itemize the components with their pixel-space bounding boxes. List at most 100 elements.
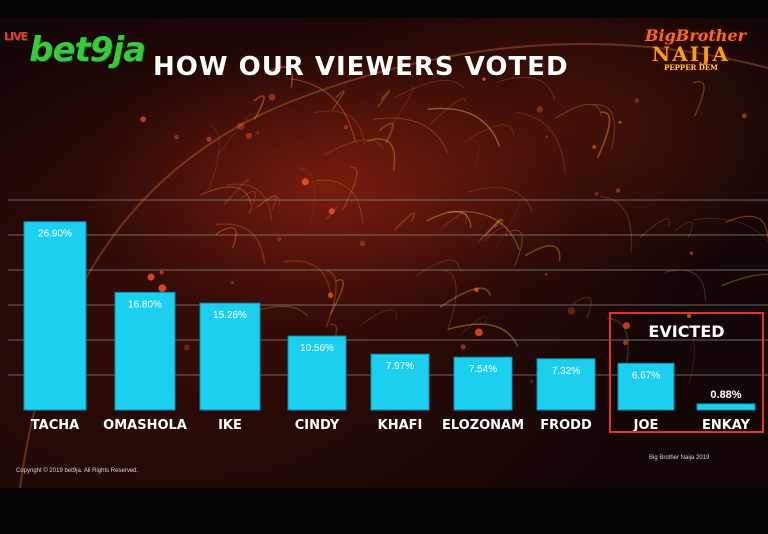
glow-streak [467, 187, 533, 213]
glow-streak [427, 107, 501, 147]
glow-dot [474, 287, 479, 293]
glow-streak [216, 112, 252, 157]
glow-dot [277, 237, 282, 242]
value-label-khafi: 7.97% [386, 361, 414, 372]
glow-dot [594, 191, 599, 196]
bet9ja-logo-text: bet9ja [29, 30, 146, 70]
glow-streak [341, 166, 358, 211]
glow-dot [231, 281, 234, 285]
big-brother-naija-logo: BigBrother NAIJA PEPPER DEM [645, 26, 747, 72]
glow-streak [248, 196, 280, 214]
evicted-box: EVICTED [609, 312, 764, 433]
category-label-elozonam: ELOZONAM [442, 418, 524, 433]
glow-streak [478, 218, 504, 242]
glow-dot [301, 178, 309, 186]
glow-dot [268, 93, 276, 101]
glow-streak [678, 324, 695, 385]
glow-streak [325, 269, 337, 328]
footer-show-name: Big Brother Naija 2019 [649, 455, 710, 461]
value-label-frodd: 7.32% [552, 366, 580, 377]
category-label-cindy: CINDY [295, 418, 340, 433]
glow-streak [313, 110, 366, 144]
value-label-enkay: 0.88% [710, 389, 741, 401]
glow-streak [674, 221, 693, 239]
glow-dot [237, 122, 245, 130]
glow-dot [482, 77, 486, 81]
glow-streak [378, 122, 394, 143]
live-badge: LIVE [4, 30, 28, 43]
glow-streak [208, 125, 220, 190]
glow-streak [393, 79, 465, 99]
value-label-ike: 15.26% [213, 310, 247, 321]
glow-dot [159, 270, 164, 275]
glow-dot [343, 125, 348, 130]
logo-line-1: BigBrother [645, 26, 747, 45]
glow-streak [461, 139, 480, 169]
logo-line-3: PEPPER DEM [664, 63, 718, 72]
glow-streak [393, 212, 416, 231]
bar-cindy [287, 335, 347, 411]
category-label-tacha: TACHA [31, 418, 79, 433]
glow-dot [634, 98, 640, 103]
glow-streak [693, 81, 705, 117]
evicted-label: EVICTED [648, 322, 725, 341]
glow-streak [639, 218, 670, 239]
glow-streak [366, 138, 396, 171]
glow-dot [689, 251, 694, 255]
glow-dot [592, 144, 597, 149]
glow-streak [509, 229, 523, 267]
glow-dot [183, 344, 190, 351]
glow-dot [474, 328, 483, 337]
value-label-elozonam: 7.54% [469, 364, 497, 375]
value-label-cindy: 10.56% [300, 343, 334, 354]
glow-streak [725, 215, 768, 238]
glow-streak [693, 218, 768, 242]
glow-streak [448, 211, 520, 251]
bar-chart: 26.90% TACHA 16.80% OMASHOLA 15.26% IKE 10.56%… [8, 199, 768, 433]
glow-dot [545, 135, 548, 138]
category-label-ike: IKE [218, 418, 242, 433]
category-label-khafi: KHAFI [378, 418, 423, 433]
glow-streak [329, 279, 344, 315]
bar-tacha [23, 221, 87, 411]
glow-streak [555, 103, 602, 119]
glow-streak [324, 139, 384, 156]
glow-dot [327, 292, 334, 298]
glow-dot [140, 116, 147, 123]
glow-dot [256, 131, 260, 135]
glow-streak [426, 211, 472, 228]
glow-streak [469, 124, 515, 140]
value-label-omashola: 16.80% [128, 299, 162, 310]
glow-streak [253, 95, 265, 120]
glow-streak [484, 218, 502, 238]
category-label-enkay: ENKAY [702, 418, 751, 433]
glow-streak [215, 227, 237, 249]
glow-dot [328, 208, 335, 215]
glow-dot [545, 273, 548, 276]
glow-streak [572, 296, 592, 319]
glow-streak [593, 104, 615, 150]
bet9ja-logo: LIVEbet9ja [4, 30, 146, 70]
glow-streak [257, 195, 277, 210]
glow-dot [359, 240, 366, 247]
bar-khafi [370, 353, 430, 411]
glow-streak [377, 89, 391, 108]
glow-streak [516, 111, 566, 174]
tv-screen: LIVEbet9ja HOW OUR VIEWERS VOTED BigBrot… [0, 18, 768, 488]
glow-dot [530, 380, 533, 383]
bar-ike [199, 302, 261, 411]
glow-streak [215, 223, 266, 265]
glow-dot [158, 284, 167, 293]
glow-streak [607, 317, 629, 372]
glow-streak [443, 269, 457, 329]
glow-streak [296, 167, 315, 224]
glow-streak [241, 191, 256, 214]
glow-dot [174, 135, 179, 140]
glow-dot [536, 106, 543, 113]
glow-streak [496, 77, 556, 101]
glow-dot [623, 322, 630, 330]
glow-streak [316, 179, 363, 224]
value-label-tacha: 26.90% [38, 229, 72, 240]
glow-streak [389, 85, 414, 129]
glow-streak [416, 259, 460, 276]
